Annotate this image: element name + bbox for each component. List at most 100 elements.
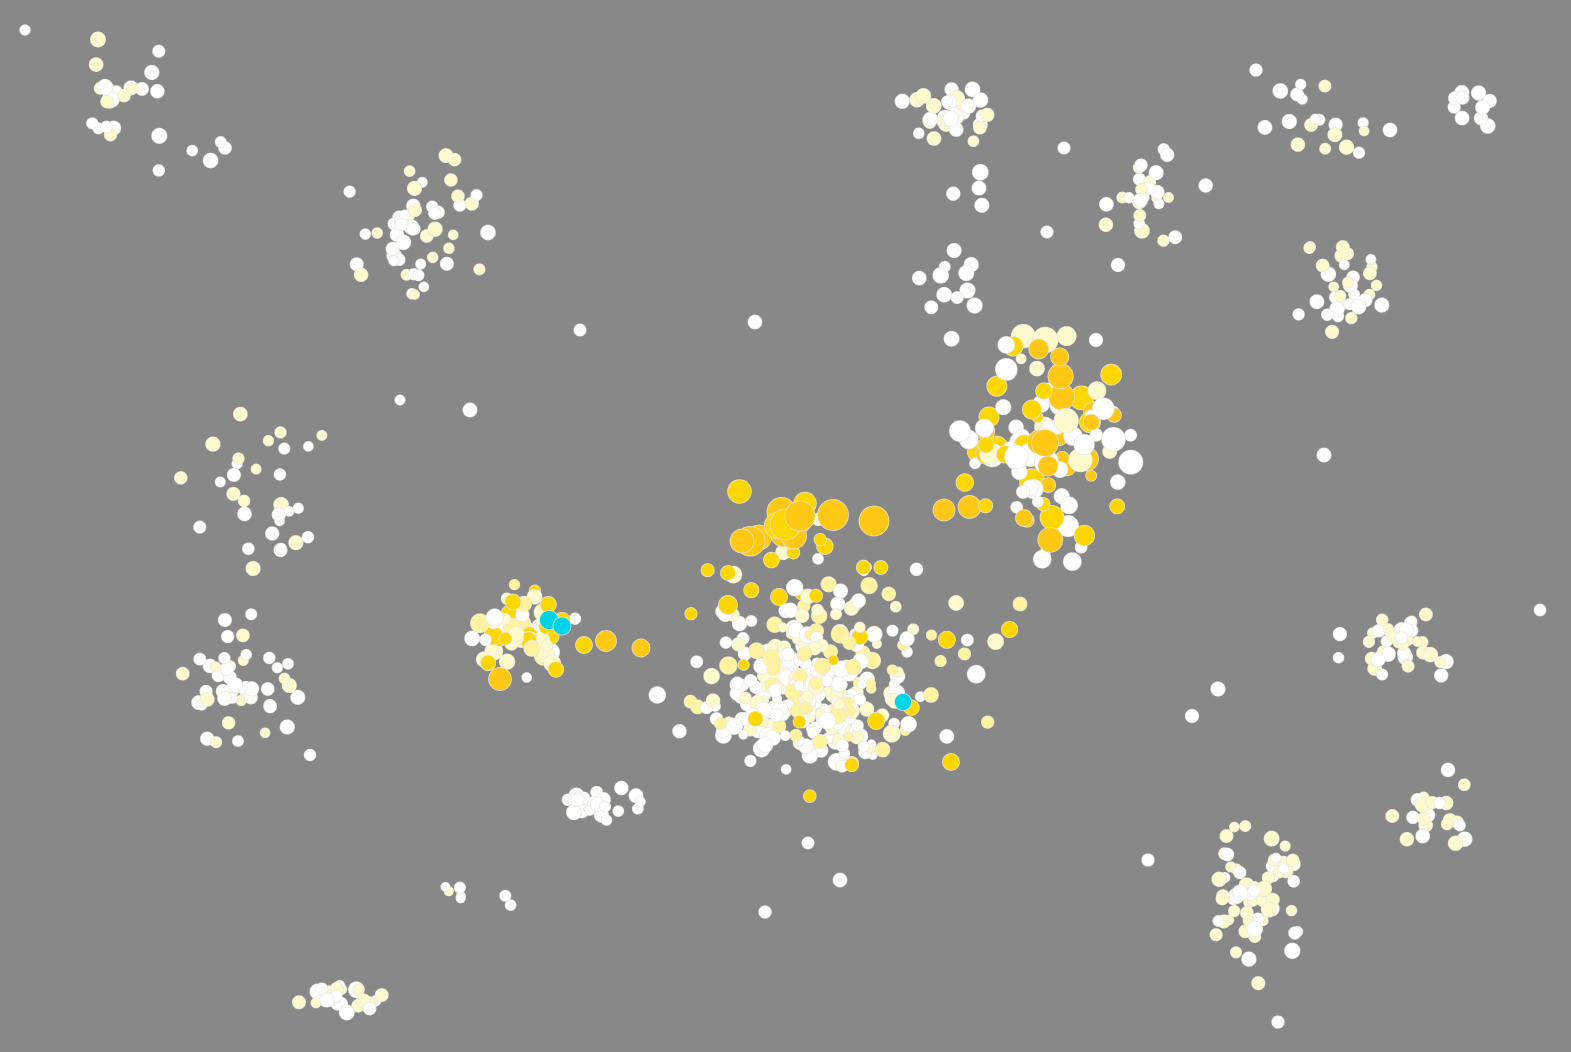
graph-node[interactable] [1035, 382, 1053, 400]
graph-node[interactable] [1110, 474, 1126, 490]
graph-node[interactable] [303, 748, 317, 762]
graph-node[interactable] [473, 263, 486, 276]
graph-node[interactable] [453, 881, 466, 894]
graph-node[interactable] [1246, 920, 1264, 938]
graph-node[interactable] [1411, 636, 1423, 647]
graph-node[interactable] [259, 727, 271, 739]
graph-node[interactable] [911, 270, 927, 286]
graph-node[interactable] [265, 526, 280, 541]
graph-node[interactable] [462, 402, 478, 418]
graph-node[interactable] [1332, 626, 1348, 642]
graph-node[interactable] [279, 719, 295, 735]
graph-node[interactable] [672, 724, 687, 739]
graph-node[interactable] [1050, 347, 1070, 367]
graph-node[interactable] [820, 576, 837, 593]
graph-node[interactable] [1332, 651, 1345, 664]
graph-node[interactable] [1365, 254, 1377, 265]
graph-node[interactable] [1062, 552, 1082, 571]
graph-node[interactable] [835, 739, 849, 753]
graph-node[interactable] [959, 282, 976, 299]
graph-node[interactable] [886, 664, 899, 676]
graph-node[interactable] [1228, 904, 1241, 918]
graph-node[interactable] [1284, 942, 1301, 959]
graph-node[interactable] [1101, 427, 1126, 452]
graph-node[interactable] [851, 719, 864, 732]
graph-node[interactable] [214, 476, 226, 488]
graph-node[interactable] [886, 624, 899, 637]
graph-node[interactable] [1257, 119, 1273, 135]
graph-node[interactable] [226, 467, 241, 482]
graph-node[interactable] [1325, 324, 1340, 339]
graph-node[interactable] [1279, 840, 1291, 852]
graph-node-hub[interactable] [977, 436, 995, 454]
graph-node[interactable] [1073, 433, 1095, 456]
graph-node[interactable] [949, 420, 971, 442]
graph-node[interactable] [193, 520, 207, 534]
graph-node[interactable] [899, 631, 915, 647]
graph-node[interactable] [635, 796, 646, 808]
graph-node-hub[interactable] [720, 565, 736, 581]
graph-node[interactable] [705, 693, 721, 708]
graph-node[interactable] [19, 24, 31, 36]
graph-node-hub[interactable] [575, 636, 593, 654]
graph-node[interactable] [648, 686, 667, 704]
graph-node[interactable] [1225, 861, 1237, 873]
graph-node[interactable] [233, 406, 248, 422]
graph-node-hub[interactable] [923, 687, 939, 703]
graph-node[interactable] [566, 804, 582, 821]
graph-node[interactable] [1440, 817, 1454, 831]
graph-node[interactable] [900, 715, 917, 733]
graph-node[interactable] [780, 647, 796, 662]
graph-node[interactable] [813, 657, 831, 675]
graph-node[interactable] [769, 707, 784, 723]
graph-node[interactable] [218, 651, 231, 665]
graph-node[interactable] [444, 173, 458, 187]
graph-node[interactable] [831, 676, 847, 693]
graph-node-hub[interactable] [784, 500, 816, 532]
node-layer[interactable] [19, 24, 1547, 1029]
graph-node[interactable] [926, 131, 942, 146]
graph-node[interactable] [210, 736, 223, 749]
graph-node[interactable] [409, 289, 420, 300]
graph-node[interactable] [291, 995, 307, 1010]
graph-node[interactable] [219, 661, 234, 676]
graph-node[interactable] [415, 258, 427, 270]
graph-node[interactable] [867, 711, 886, 730]
graph-node[interactable] [1037, 526, 1064, 553]
graph-node[interactable] [1087, 381, 1107, 400]
graph-node[interactable] [217, 691, 233, 706]
graph-node[interactable] [175, 666, 190, 681]
graph-node-hub[interactable] [942, 753, 960, 771]
graph-node[interactable] [756, 736, 774, 754]
graph-node[interactable] [374, 988, 389, 1003]
graph-node[interactable] [498, 631, 513, 646]
graph-node[interactable] [972, 120, 987, 135]
graph-node[interactable] [499, 889, 512, 902]
graph-node[interactable] [853, 693, 866, 706]
graph-node[interactable] [523, 639, 541, 657]
graph-node[interactable] [1434, 655, 1447, 669]
graph-node[interactable] [1239, 820, 1252, 833]
graph-node[interactable] [395, 234, 412, 251]
graph-node[interactable] [480, 224, 496, 241]
graph-node[interactable] [1319, 142, 1332, 155]
graph-node[interactable] [972, 92, 989, 108]
graph-node[interactable] [237, 506, 252, 522]
graph-node[interactable] [1285, 904, 1298, 917]
graph-node[interactable] [744, 674, 758, 688]
graph-node[interactable] [353, 267, 369, 283]
graph-node[interactable] [942, 110, 959, 127]
graph-node[interactable] [1160, 147, 1175, 162]
graph-node[interactable] [1303, 242, 1316, 254]
graph-node[interactable] [1370, 279, 1383, 292]
graph-node[interactable] [730, 676, 745, 690]
graph-node[interactable] [237, 494, 251, 508]
graph-node[interactable] [260, 682, 275, 696]
graph-node[interactable] [874, 741, 891, 758]
graph-node[interactable] [894, 93, 910, 109]
graph-node[interactable] [974, 197, 990, 213]
graph-node[interactable] [924, 300, 939, 315]
graph-node[interactable] [1004, 444, 1029, 470]
graph-node[interactable] [1295, 78, 1307, 91]
